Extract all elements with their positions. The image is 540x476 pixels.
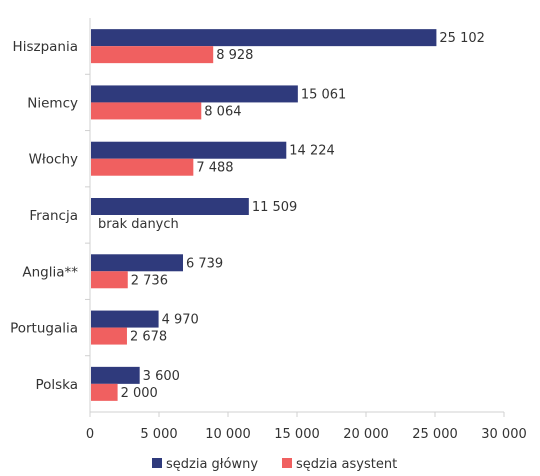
axes: 0 5 000 10 000 15 000 20 000 25 000 30 000 xyxy=(85,18,527,442)
value-label: 3 600 xyxy=(143,369,180,384)
bar-glowny xyxy=(91,366,140,384)
x-tick-label: 30 000 xyxy=(481,427,527,442)
category-label: Polska xyxy=(35,377,78,393)
value-label: 6 739 xyxy=(186,256,223,271)
no-data-label: brak danych xyxy=(98,217,179,232)
labels: Hiszpania 25 102 8 928 Niemcy 15 061 8 064 Wło… xyxy=(10,31,485,401)
bar-asystent xyxy=(91,271,128,289)
bar-glowny xyxy=(91,254,183,272)
value-label: 8 928 xyxy=(216,48,253,63)
bar-glowny xyxy=(91,141,287,159)
bar-asystent xyxy=(91,46,214,64)
legend-swatch xyxy=(152,458,162,468)
category-label: Portugalia xyxy=(10,321,78,337)
bar-asystent xyxy=(91,158,194,176)
x-tick-label: 10 000 xyxy=(205,427,251,442)
legend: sędzia główny sędzia asystent xyxy=(152,457,397,472)
category-label: Włochy xyxy=(29,152,78,168)
value-label: 14 224 xyxy=(289,144,335,159)
bar-glowny xyxy=(91,29,437,47)
x-tick-label: 20 000 xyxy=(343,427,389,442)
x-tick-label: 5 000 xyxy=(140,427,177,442)
value-label: 4 970 xyxy=(162,313,199,328)
x-tick-label: 15 000 xyxy=(274,427,320,442)
bar-asystent xyxy=(91,383,118,401)
x-tick-label: 25 000 xyxy=(412,427,458,442)
value-label: 15 061 xyxy=(301,87,347,102)
category-label: Francja xyxy=(29,208,78,224)
category-label: Niemcy xyxy=(27,95,78,111)
value-label: 2 736 xyxy=(131,273,168,288)
bar-glowny xyxy=(91,198,249,215)
bar-asystent xyxy=(91,327,127,345)
legend-swatch xyxy=(282,458,292,468)
bar-glowny xyxy=(91,85,298,103)
category-label: Anglia** xyxy=(22,264,78,280)
legend-label: sędzia asystent xyxy=(296,457,397,472)
value-label: 8 064 xyxy=(204,104,241,119)
value-label: 2 678 xyxy=(130,330,167,345)
value-label: 2 000 xyxy=(121,386,158,401)
bar-glowny xyxy=(91,310,159,328)
bars xyxy=(91,29,437,401)
value-label: 7 488 xyxy=(196,161,233,176)
legend-label: sędzia główny xyxy=(166,457,258,472)
category-label: Hiszpania xyxy=(13,39,78,55)
value-label: 25 102 xyxy=(439,31,485,46)
bar-asystent xyxy=(91,102,202,120)
x-tick-label: 0 xyxy=(86,427,94,442)
value-label: 11 509 xyxy=(252,200,298,215)
